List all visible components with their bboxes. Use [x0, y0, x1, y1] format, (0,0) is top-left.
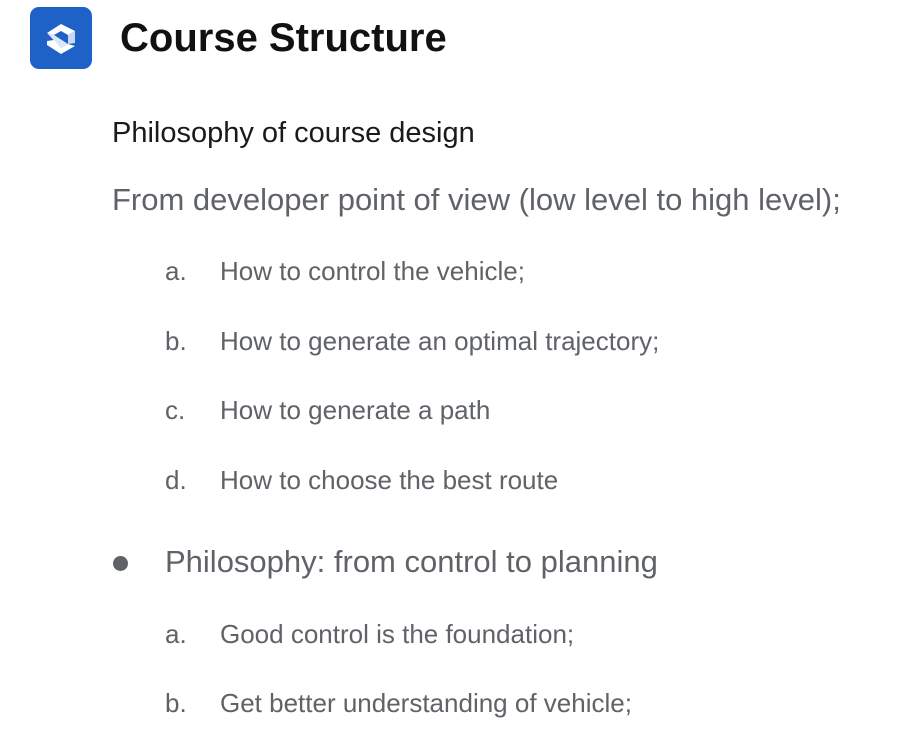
stacked-s-logo-icon [47, 24, 75, 54]
logo-icon [30, 7, 92, 69]
list-marker: c. [165, 395, 186, 425]
list-item-text: How to generate an optimal trajectory; [220, 326, 660, 356]
list-item: b. How to generate an optimal trajectory… [0, 324, 902, 358]
list-item-text: How to choose the best route [220, 465, 559, 495]
list-item-text: Get better understanding of vehicle; [220, 688, 632, 718]
list-item-text: Good control is the foundation; [220, 619, 575, 649]
list-item-text: How to control the vehicle; [220, 256, 525, 286]
list-item: c. How to generate a path [0, 393, 902, 427]
section-subtitle: Philosophy of course design [112, 117, 475, 149]
page-title: Course Structure [120, 16, 447, 60]
list-item: a. Good control is the foundation; [0, 617, 902, 651]
list-item-text: How to generate a path [220, 395, 491, 425]
list-marker: d. [165, 465, 187, 495]
list-marker: b. [165, 688, 187, 718]
list-item: a. How to control the vehicle; [0, 254, 902, 288]
list-item: b. Get better understanding of vehicle; [0, 686, 902, 720]
philosophy-bullet: Philosophy: from control to planning [165, 544, 658, 579]
list-marker: a. [165, 619, 187, 649]
list-marker: a. [165, 256, 187, 286]
bullet-dot-icon [113, 556, 128, 571]
list-item: d. How to choose the best route [0, 463, 902, 497]
viewpoint-heading: From developer point of view (low level … [112, 182, 841, 217]
list-marker: b. [165, 326, 187, 356]
